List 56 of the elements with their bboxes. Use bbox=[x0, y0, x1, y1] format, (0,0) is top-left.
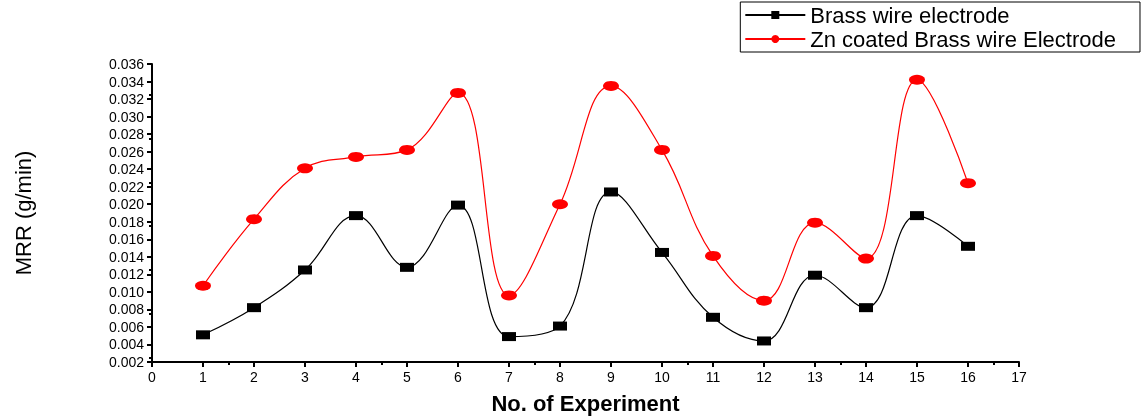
x-tick-label: 12 bbox=[756, 369, 772, 385]
y-tick-label: 0.022 bbox=[108, 178, 145, 195]
legend-label: Brass wire electrode bbox=[810, 2, 1010, 28]
y-tick-label: 0.026 bbox=[108, 143, 145, 160]
x-tick-label: 9 bbox=[607, 369, 616, 385]
x-tick-label: 0 bbox=[148, 369, 157, 385]
x-tick-label: 14 bbox=[858, 369, 874, 385]
y-tick-label: 0.006 bbox=[108, 318, 145, 335]
y-tick-label: 0.002 bbox=[108, 354, 145, 370]
y-tick-label: 0.004 bbox=[108, 336, 145, 353]
x-tick-label: 13 bbox=[807, 369, 823, 385]
x-tick-label: 16 bbox=[960, 369, 976, 385]
x-tick-label: 10 bbox=[654, 369, 670, 385]
point bbox=[859, 303, 873, 313]
y-tick-label: 0.016 bbox=[108, 231, 145, 248]
y-tick-label: 0.030 bbox=[108, 108, 145, 125]
x-tick-label: 2 bbox=[250, 369, 259, 385]
y-tick-label: 0.034 bbox=[108, 73, 145, 90]
legend-label: Zn coated Brass wire Electrode bbox=[810, 26, 1117, 52]
point bbox=[757, 336, 771, 346]
y-tick-label: 0.028 bbox=[108, 126, 145, 143]
y-tick-label: 0.018 bbox=[108, 213, 145, 230]
y-tick-label: 0.012 bbox=[108, 266, 145, 283]
point bbox=[400, 262, 414, 272]
point bbox=[451, 200, 465, 210]
x-tick-label: 4 bbox=[352, 369, 361, 385]
point bbox=[502, 332, 516, 342]
x-tick-label: 7 bbox=[505, 369, 514, 385]
y-tick-label: 0.020 bbox=[108, 196, 145, 213]
point bbox=[808, 270, 822, 280]
y-tick-label: 0.010 bbox=[108, 283, 145, 300]
point bbox=[604, 187, 618, 197]
point bbox=[247, 303, 261, 313]
point bbox=[349, 211, 363, 221]
x-tick-label: 15 bbox=[909, 369, 925, 385]
point bbox=[961, 241, 975, 251]
point bbox=[706, 312, 720, 322]
x-tick-label: 11 bbox=[705, 369, 721, 385]
y-axis-title: MRR (g/min) bbox=[10, 150, 36, 276]
x-tick-label: 6 bbox=[454, 369, 463, 385]
y-tick-label: 0.032 bbox=[108, 91, 145, 108]
y-tick-label: 0.008 bbox=[108, 301, 145, 318]
x-tick-label: 3 bbox=[301, 369, 310, 385]
y-tick-label: 0.024 bbox=[108, 161, 145, 178]
point bbox=[196, 330, 210, 340]
point bbox=[553, 321, 567, 331]
y-tick-label: 0.014 bbox=[108, 248, 145, 265]
y-tick-label: 0.036 bbox=[108, 56, 145, 72]
x-tick-label: 17 bbox=[1011, 369, 1027, 385]
point bbox=[655, 247, 669, 257]
x-tick-label: 8 bbox=[556, 369, 565, 385]
x-tick-label: 5 bbox=[403, 369, 412, 385]
point bbox=[910, 211, 924, 221]
point bbox=[298, 265, 312, 275]
x-axis-title: No. of Experiment bbox=[491, 390, 681, 416]
x-tick-label: 1 bbox=[199, 369, 208, 385]
